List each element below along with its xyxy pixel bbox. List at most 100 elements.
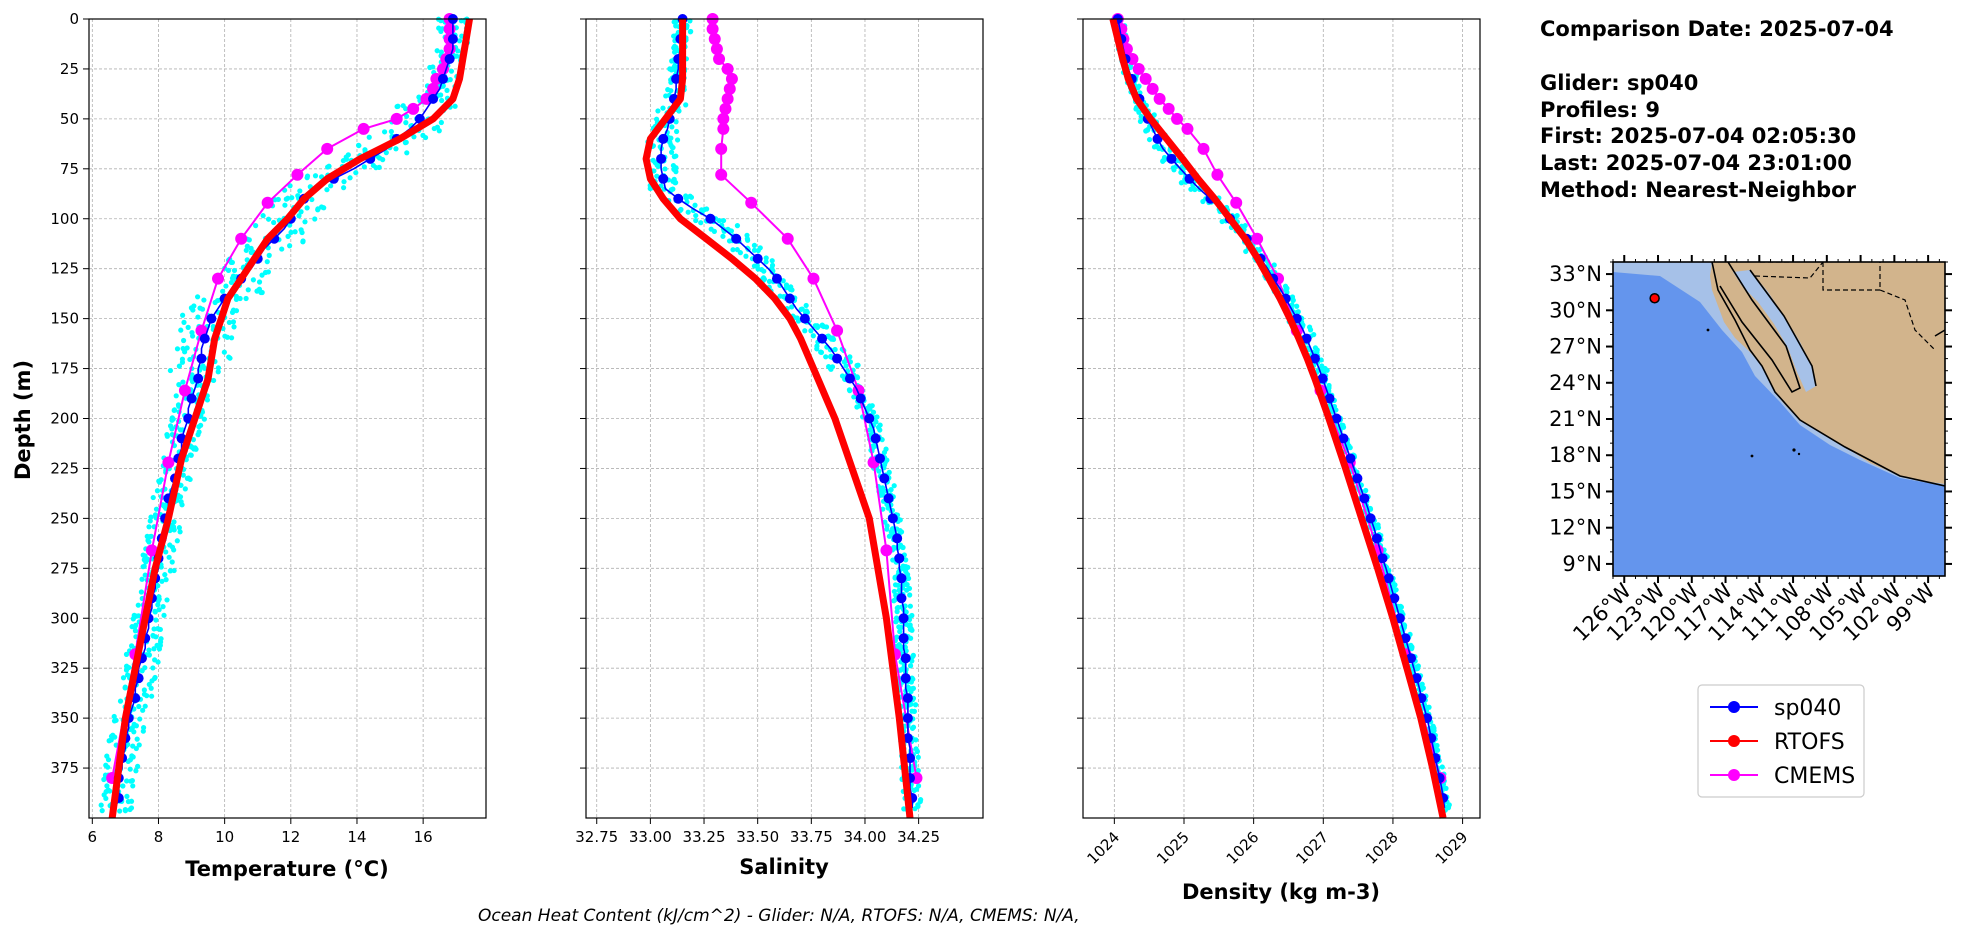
glider-raw-point [266,252,272,258]
glider-raw-point [907,622,913,628]
glider-raw-point [167,423,174,429]
sp040-point [844,373,855,384]
glider-raw-point [830,335,836,341]
legend-marker [1728,701,1740,713]
sp040-point [444,53,455,64]
glider-raw-point [214,297,221,304]
sp040-point [447,33,458,44]
glider-raw-point [886,533,893,539]
y-tick-label: 150 [50,310,79,328]
lat-tick-label: 18°N [1549,443,1602,467]
glider-raw-point [287,243,293,249]
cmems-point [390,112,403,125]
glider-raw-point [913,737,919,743]
glider-raw-point [381,129,388,135]
coastline [1711,262,1945,487]
glider-raw-point [673,169,679,175]
glider-raw-point [669,149,675,155]
glider-raw-point [226,319,232,326]
sp040-point [898,633,909,644]
glider-raw-point [693,212,699,219]
glider-raw-point [693,217,699,224]
y-tick-label: 175 [50,360,79,378]
glider-raw-point [668,135,674,141]
glider-raw-point [456,38,463,44]
glider-raw-point [787,286,794,292]
glider-raw-point [153,617,159,623]
cmems-point [1211,168,1224,181]
sp040-point [752,253,763,264]
glider-raw-point [184,345,190,351]
glider-raw-point [854,375,861,381]
rtofs-line [108,18,473,819]
glider-raw-point [135,763,141,769]
glider-raw-point [812,323,818,329]
sp040-point [900,673,911,684]
glider-raw-point [1151,144,1158,150]
glider-raw-point [321,205,327,211]
glider-raw-point [669,58,675,64]
glider-raw-point [894,609,900,615]
lat-tick-label: 33°N [1549,262,1602,286]
glider-raw-point [672,63,678,69]
glider-raw-point [341,179,347,185]
glider-raw-point [128,778,134,784]
x-tick-label: 6 [88,828,98,846]
sp040-point [905,753,916,764]
cmems-point [145,544,158,557]
glider-raw-point [140,564,146,570]
glider-raw-point [1178,180,1184,186]
glider-raw-point [146,647,152,653]
glider-raw-point [125,758,131,765]
cmems-point [831,324,844,337]
cmems-point [357,122,370,135]
glider-raw-point [1429,728,1435,734]
glider-raw-point [688,28,694,35]
glider-raw-point [726,238,733,244]
x-tick-label: 1024 [1083,828,1123,868]
glider-raw-point [1294,303,1300,309]
glider-raw-point [282,202,288,208]
glider-raw-point [897,628,903,635]
glider-raw-point [243,295,249,302]
glider-raw-point [789,304,795,310]
glider-raw-point [229,275,236,281]
glider-raw-point [910,685,917,692]
glider-raw-point [901,582,907,588]
cmems-point [1171,112,1184,125]
glider-raw-point [312,216,318,222]
cmems-point [162,456,175,469]
glider-raw-point [907,603,913,609]
glider-raw-point [898,529,905,535]
y-tick-label: 275 [50,559,79,577]
glider-raw-point [201,416,207,422]
glider-raw-point [751,247,758,253]
glider-raw-point [158,564,164,570]
glider-raw-point [141,557,147,563]
glider-raw-point [174,538,180,544]
baja-peninsula [1712,262,1800,392]
y-tick-label: 325 [50,659,79,677]
y-tick-label: 350 [50,709,79,727]
glider-raw-point [113,717,119,723]
cmems-point [708,32,721,45]
glider-raw-point [438,49,444,55]
glider-raw-point [909,675,915,681]
sp040-point [705,213,716,224]
glider-raw-point [230,319,237,325]
legend-label: RTOFS [1774,730,1845,755]
lat-tick-label: 15°N [1549,479,1602,503]
glider-raw-point [669,124,675,130]
sp040-point [731,233,742,244]
glider-raw-point [220,288,226,294]
glider-raw-point [683,102,689,108]
glider-raw-point [156,596,162,602]
glider-raw-point [355,142,362,148]
glider-raw-point [743,253,749,259]
cmems-point [407,102,420,115]
glider-raw-point [129,753,135,759]
glider-raw-point [298,209,304,215]
cmems-point [723,82,736,95]
glider-raw-point [275,196,281,203]
